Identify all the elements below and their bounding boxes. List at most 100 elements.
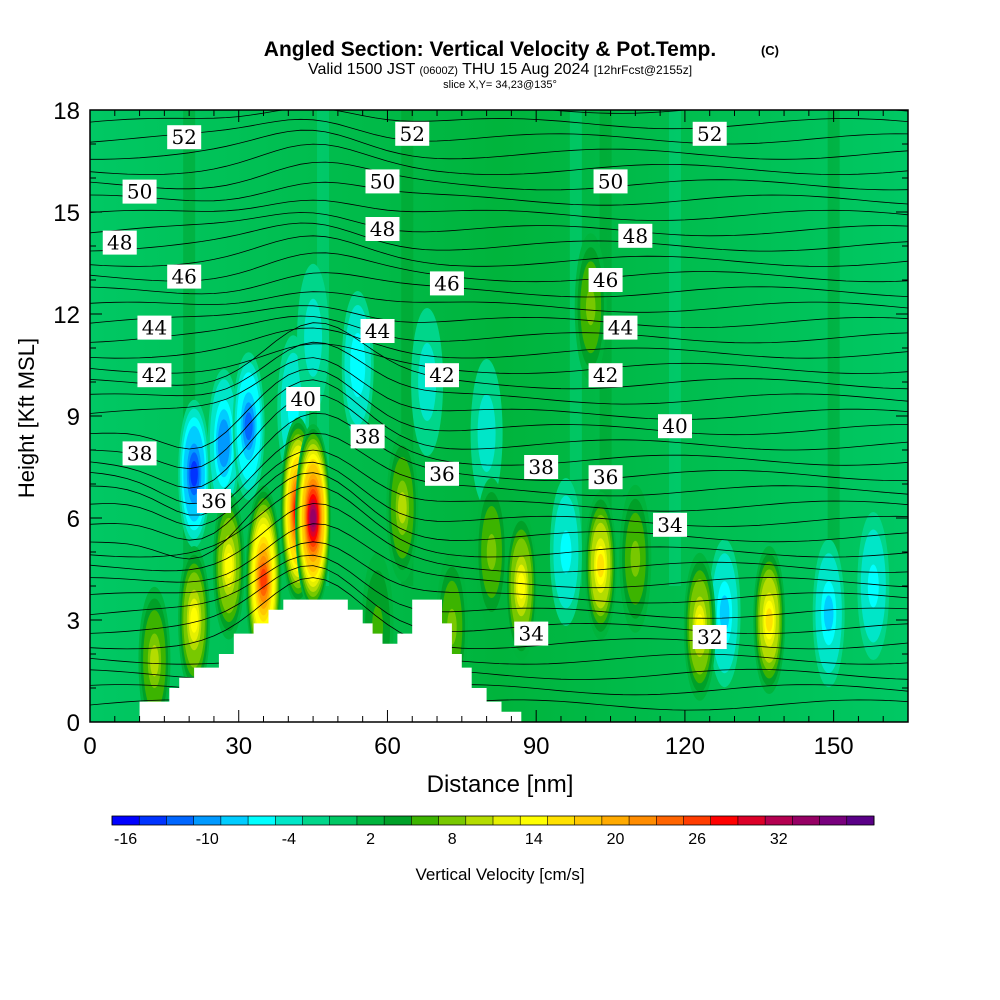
- theta-label-box: [360, 319, 395, 343]
- theta-label: 34: [653, 512, 688, 537]
- theta-label: 36: [424, 461, 459, 486]
- theta-label-text: 48: [370, 217, 395, 241]
- theta-label: 38: [350, 424, 385, 449]
- theta-label-box: [167, 125, 202, 150]
- theta-label-text: 50: [598, 169, 623, 193]
- theta-contour-line: [90, 181, 908, 206]
- theta-label-text: 38: [127, 441, 152, 465]
- chart-title: Angled Section: Vertical Velocity & Pot.…: [264, 38, 716, 61]
- theta-contour-line: [90, 315, 908, 344]
- theta-label-box: [365, 169, 400, 194]
- theta-contour-line: [90, 357, 908, 420]
- colorbar-label: Vertical Velocity [cm/s]: [415, 865, 584, 884]
- colorbar-tick-labels: -16 -10 -4 2 8 14 20 26 32: [114, 831, 788, 848]
- theta-contour-line: [90, 322, 908, 390]
- y-tick-label: 18: [53, 98, 80, 125]
- theta-label-text: 46: [593, 268, 618, 292]
- theta-label-text: 36: [593, 465, 618, 489]
- theta-label-box: [524, 455, 559, 479]
- colorbar-swatch: [166, 816, 195, 825]
- colorbar-swatch: [438, 816, 467, 825]
- y-tick-label: 0: [67, 710, 80, 737]
- chart-subtitle: Valid 1500 JST (0600Z) THU 15 Aug 2024 […: [308, 61, 692, 78]
- theta-label-text: 50: [127, 180, 152, 204]
- downdraft-core: [352, 347, 363, 383]
- theta-contour-line: [90, 272, 908, 298]
- theta-label-box: [102, 230, 137, 255]
- colorbar-tick-label: 2: [366, 831, 375, 848]
- theta-label-box: [167, 264, 202, 289]
- theta-contour-line: [90, 291, 908, 313]
- theta-label: 48: [618, 223, 653, 248]
- theta-label-text: 40: [662, 414, 687, 438]
- theta-label-box: [137, 363, 172, 388]
- updraft-core: [486, 534, 497, 570]
- theta-label-text: 46: [171, 265, 196, 289]
- theta-contour-line: [90, 379, 908, 470]
- colorbar-swatch: [220, 816, 249, 825]
- colorbar-swatch: [275, 816, 303, 825]
- theta-label-box: [365, 217, 400, 241]
- colorbar-swatch: [193, 816, 222, 825]
- x-tick-label: 90: [523, 733, 550, 760]
- y-tick-label: 6: [67, 506, 80, 533]
- updraft-core: [397, 492, 407, 524]
- x-tick-label: 120: [665, 733, 705, 760]
- colorbar-swatch: [656, 816, 684, 825]
- x-tick-label: 150: [814, 733, 854, 760]
- theta-label: 44: [360, 319, 395, 343]
- colorbar-tick-label: 20: [607, 831, 625, 848]
- x-tick-label: 30: [225, 733, 252, 760]
- theta-label: 44: [137, 315, 172, 340]
- theta-label-box: [657, 414, 692, 439]
- theta-label-box: [424, 461, 459, 486]
- theta-label: 42: [424, 363, 459, 388]
- colorbar-tick-label: 14: [525, 831, 543, 848]
- theta-label-text: 34: [657, 513, 682, 537]
- chart-title-mark: (C): [761, 43, 779, 58]
- theta-label: 32: [692, 625, 727, 649]
- theta-contour-line: [90, 577, 908, 650]
- theta-contour-line: [90, 503, 908, 573]
- theta-label-text: 50: [370, 169, 395, 193]
- theta-label-text: 42: [593, 363, 618, 387]
- theta-label-text: 48: [107, 231, 132, 255]
- theta-label: 38: [524, 455, 559, 479]
- velocity-band: [668, 110, 681, 586]
- colorbar-swatch: [411, 816, 440, 825]
- theta-contour-line: [90, 212, 908, 237]
- theta-label-box: [395, 121, 430, 146]
- colorbar-swatch: [139, 816, 167, 825]
- colorbar-tick-label: -10: [196, 831, 219, 848]
- theta-label: 36: [588, 465, 623, 490]
- colorbar-swatch: [710, 816, 739, 825]
- colorbar-swatch: [493, 816, 521, 825]
- theta-label-box: [286, 387, 321, 411]
- subtitle-utc: (0600Z): [419, 65, 458, 77]
- velocity-band: [827, 110, 840, 586]
- theta-label-text: 36: [201, 489, 226, 513]
- colorbar-tick-label: -16: [114, 831, 137, 848]
- theta-label-text: 34: [518, 622, 543, 646]
- theta-label: 48: [365, 217, 400, 241]
- theta-label-box: [122, 179, 157, 204]
- x-axis-label: Distance [nm]: [427, 771, 574, 798]
- colorbar-swatch: [737, 816, 766, 825]
- colorbar-swatch: [302, 816, 331, 825]
- theta-contour-line: [90, 565, 908, 635]
- theta-contour-line: [90, 143, 908, 176]
- updraft-core: [517, 573, 526, 599]
- updraft-core: [310, 509, 316, 527]
- colorbar-swatch: [520, 816, 548, 825]
- theta-contour-line: [90, 343, 908, 374]
- theta-label: 52: [692, 121, 727, 146]
- colorbar-swatch: [574, 816, 603, 825]
- theta-label-box: [618, 223, 653, 248]
- theta-label-box: [603, 315, 638, 340]
- theta-label: 46: [429, 271, 464, 296]
- theta-contour-line: [90, 368, 908, 450]
- theta-label-box: [137, 315, 172, 340]
- subtitle-fcst: [12hrFcst@2155z]: [594, 63, 692, 77]
- theta-label: 48: [102, 230, 137, 255]
- colorbar-swatch: [112, 816, 140, 825]
